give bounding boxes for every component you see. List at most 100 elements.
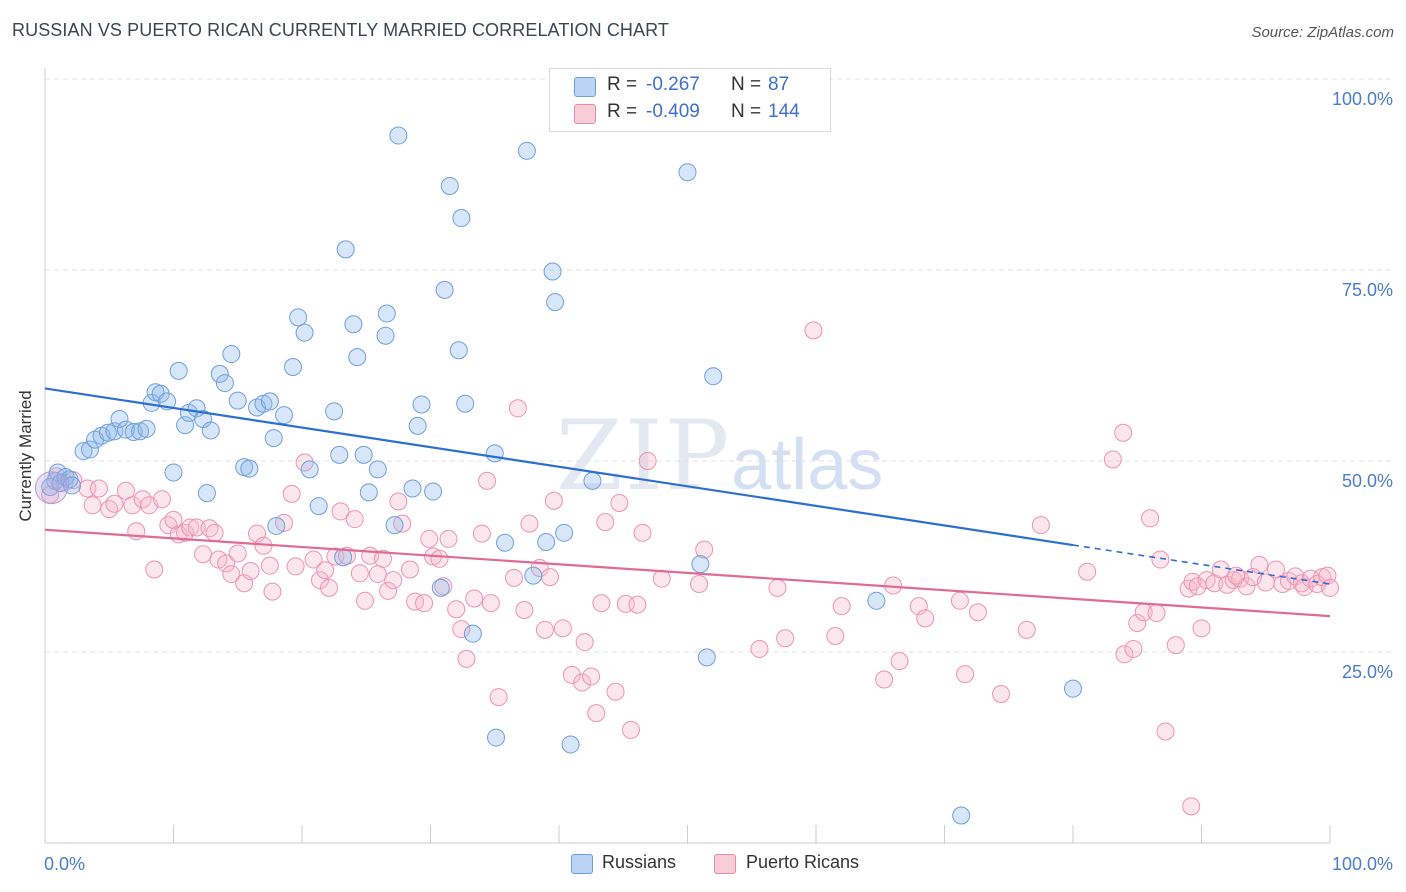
puerto-ricans-point [105, 494, 124, 513]
puerto-ricans-point [465, 589, 484, 608]
russians-point [704, 367, 723, 386]
russians-point [41, 477, 60, 496]
legend-swatch-russians [574, 77, 596, 97]
russians-point [264, 429, 283, 448]
russians-points [34, 126, 1082, 825]
puerto-ricans-point [638, 452, 657, 470]
puerto-ricans-point [205, 523, 224, 542]
russians-point [431, 578, 450, 597]
puerto-ricans-point [1192, 619, 1211, 638]
legend-r-label: R = [607, 101, 638, 122]
puerto-ricans-point [319, 578, 338, 597]
puerto-ricans-point [575, 633, 594, 652]
russians-point [137, 419, 156, 438]
puerto-ricans-point [1151, 550, 1170, 569]
russians-point [98, 423, 117, 442]
bottom-legend-puerto-ricans: Puerto Ricans [746, 852, 860, 872]
russians-point [678, 163, 697, 182]
russians-point [169, 361, 188, 380]
puerto-ricans-point [776, 629, 795, 648]
russians-point [334, 548, 353, 567]
russians-point [80, 440, 99, 459]
y-tick-label: 100.0% [1332, 89, 1393, 109]
watermark-zip: ZIP [556, 400, 732, 512]
russians-point [555, 523, 574, 542]
russians-point [215, 374, 234, 393]
russians-point [344, 315, 363, 334]
russians-point [176, 416, 195, 435]
puerto-ricans-point [217, 554, 236, 573]
puerto-ricans-point [992, 685, 1011, 704]
puerto-ricans-point [406, 592, 425, 611]
legend: R = -0.267 N = 87 R = -0.409 N = 144 [549, 68, 831, 132]
russians-point [354, 445, 373, 464]
trend-lines [44, 387, 1331, 618]
russians-point [583, 471, 602, 490]
russians-point [456, 394, 475, 413]
russians-point [487, 728, 506, 747]
puerto-ricans-point [1017, 620, 1036, 639]
russians-point [197, 484, 216, 503]
puerto-ricans-point [1147, 604, 1166, 623]
puerto-ricans-point [832, 597, 851, 616]
puerto-ricans-point [956, 665, 975, 684]
puerto-ricans-point [520, 514, 539, 533]
puerto-ricans-point [652, 569, 671, 588]
russians-point [368, 460, 387, 479]
puerto-ricans-point [1250, 555, 1269, 574]
puerto-ricans-point [587, 704, 606, 723]
russians-point [485, 444, 504, 463]
russians-point [201, 421, 220, 440]
y-tick-label: 50.0% [1342, 471, 1393, 491]
puerto-ricans-point [695, 540, 714, 559]
puerto-ricans-point [439, 529, 458, 548]
tick-labels: 25.0% 50.0% 75.0% 100.0% 0.0% 100.0% [44, 89, 1393, 874]
puerto-ricans-point [176, 523, 195, 542]
russians-point [267, 516, 286, 535]
russians-point [260, 392, 279, 411]
puerto-ricans-point [260, 556, 279, 575]
puerto-ricans-point [916, 609, 935, 628]
russians-point [449, 341, 468, 360]
puerto-ricans-point [420, 529, 439, 548]
legend-n-label: N = [731, 74, 762, 95]
puerto-ricans-point [1286, 567, 1305, 586]
puerto-ricans-point [310, 571, 329, 590]
puerto-ricans-point [1114, 423, 1133, 442]
russians-point [330, 445, 349, 464]
puerto-ricans-point [194, 545, 213, 564]
puerto-ricans-point [145, 560, 164, 579]
puerto-ricans-point [331, 502, 350, 521]
puerto-ricans-point [345, 510, 364, 529]
legend-r-value: -0.409 [646, 101, 700, 122]
puerto-ricans-point [159, 516, 178, 535]
russians-point [164, 463, 183, 482]
russians-point [275, 406, 294, 425]
legend-n-value: 87 [768, 74, 790, 95]
legend-r-value: -0.267 [646, 74, 700, 95]
puerto-ricans-point [1031, 516, 1050, 535]
legend-r-label: R = [607, 74, 638, 95]
puerto-ricans-point [263, 582, 282, 601]
russians-point [289, 308, 308, 327]
axes [44, 68, 1331, 844]
bottom-legend-swatch-puerto-ricans [714, 854, 736, 874]
russians-point [295, 323, 314, 342]
puerto-ricans-point [1124, 639, 1143, 658]
russians-point [284, 358, 303, 377]
puerto-ricans-point [582, 667, 601, 686]
y-tick-label: 75.0% [1342, 280, 1393, 300]
puerto-ricans-point [515, 600, 534, 619]
puerto-ricans-point [621, 720, 640, 739]
puerto-ricans-point [633, 523, 652, 542]
russians-point [151, 384, 170, 403]
puerto-ricans-point [286, 557, 305, 576]
russians-point [496, 533, 515, 552]
puerto-ricans-point [100, 500, 119, 519]
russians-point [210, 364, 229, 383]
russians-point [300, 460, 319, 479]
puerto-ricans-point [606, 682, 625, 701]
cluster-point [34, 471, 68, 505]
puerto-ricans-point [573, 673, 592, 692]
